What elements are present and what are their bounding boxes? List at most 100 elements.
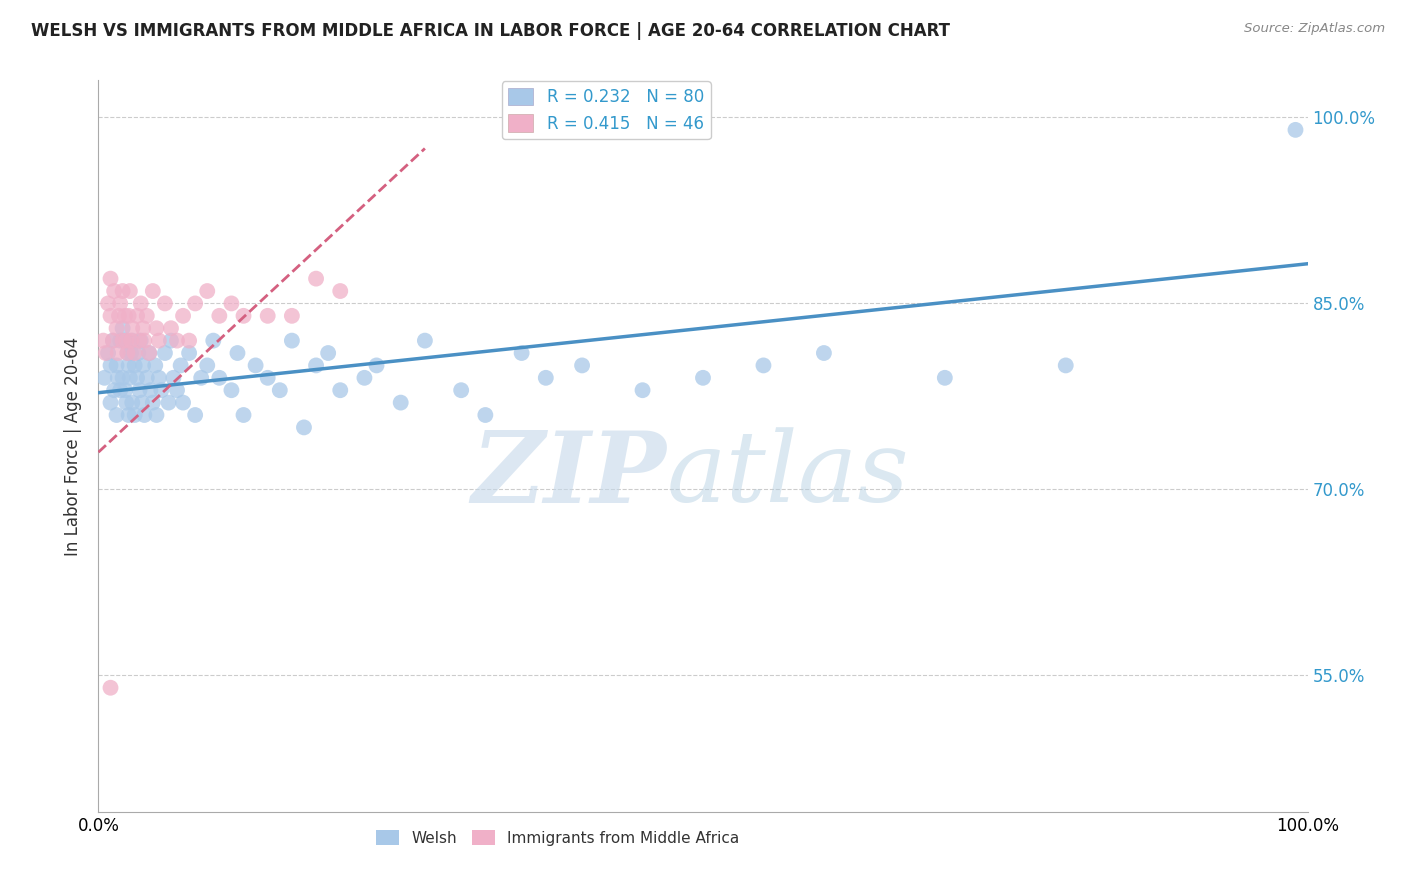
Point	[107, 346, 129, 360]
Point	[111, 334, 134, 348]
Point	[153, 346, 176, 360]
Point	[108, 296, 131, 310]
Point	[232, 309, 254, 323]
Point	[692, 371, 714, 385]
Point	[124, 408, 146, 422]
Point	[221, 296, 243, 310]
Text: WELSH VS IMMIGRANTS FROM MIDDLE AFRICA IN LABOR FORCE | AGE 20-64 CORRELATION CH: WELSH VS IMMIGRANTS FROM MIDDLE AFRICA I…	[31, 22, 950, 40]
Point	[208, 309, 231, 323]
Point	[534, 371, 557, 385]
Text: atlas: atlas	[666, 427, 910, 523]
Point	[450, 383, 472, 397]
Point	[120, 346, 142, 360]
Point	[100, 359, 122, 373]
Point	[107, 371, 129, 385]
Point	[97, 346, 120, 360]
Point	[105, 321, 128, 335]
Point	[114, 334, 136, 348]
Point	[226, 346, 249, 360]
Point	[94, 346, 117, 360]
Point	[148, 334, 170, 348]
Point	[111, 321, 134, 335]
Point	[131, 395, 153, 409]
Point	[474, 408, 496, 422]
Point	[157, 395, 180, 409]
Point	[93, 371, 115, 385]
Point	[111, 284, 134, 298]
Point	[121, 321, 143, 335]
Point	[142, 284, 165, 298]
Point	[108, 383, 131, 397]
Point	[118, 309, 141, 323]
Point	[160, 321, 183, 335]
Point	[129, 296, 152, 310]
Point	[179, 334, 201, 348]
Point	[813, 346, 835, 360]
Point	[132, 359, 155, 373]
Point	[162, 371, 184, 385]
Point	[117, 346, 139, 360]
Point	[114, 383, 136, 397]
Point	[100, 309, 122, 323]
Point	[121, 334, 143, 348]
Point	[202, 334, 225, 348]
Point	[118, 408, 141, 422]
Point	[366, 359, 388, 373]
Point	[132, 321, 155, 335]
Point	[120, 334, 142, 348]
Point	[121, 395, 143, 409]
Point	[117, 346, 139, 360]
Point	[138, 346, 160, 360]
Point	[145, 321, 167, 335]
Point	[184, 408, 207, 422]
Point	[118, 371, 141, 385]
Point	[160, 334, 183, 348]
Point	[111, 371, 134, 385]
Point	[389, 395, 412, 409]
Point	[124, 359, 146, 373]
Point	[150, 383, 173, 397]
Point	[108, 309, 131, 323]
Point	[101, 334, 124, 348]
Point	[135, 309, 157, 323]
Point	[413, 334, 436, 348]
Point	[305, 271, 328, 285]
Point	[97, 296, 120, 310]
Point	[281, 309, 304, 323]
Point	[129, 334, 152, 348]
Legend: Welsh, Immigrants from Middle Africa: Welsh, Immigrants from Middle Africa	[370, 823, 745, 852]
Point	[281, 334, 304, 348]
Point	[1054, 359, 1077, 373]
Point	[128, 383, 150, 397]
Point	[105, 359, 128, 373]
Point	[195, 284, 218, 298]
Point	[145, 408, 167, 422]
Point	[221, 383, 243, 397]
Point	[143, 359, 166, 373]
Point	[353, 371, 375, 385]
Point	[138, 346, 160, 360]
Point	[166, 334, 188, 348]
Point	[153, 296, 176, 310]
Point	[134, 408, 156, 422]
Point	[128, 334, 150, 348]
Point	[195, 359, 218, 373]
Point	[208, 371, 231, 385]
Point	[127, 309, 149, 323]
Point	[190, 371, 212, 385]
Point	[135, 371, 157, 385]
Point	[172, 395, 194, 409]
Point	[127, 346, 149, 360]
Point	[232, 408, 254, 422]
Point	[305, 359, 328, 373]
Point	[316, 346, 339, 360]
Point	[172, 309, 194, 323]
Point	[269, 383, 291, 397]
Text: Source: ZipAtlas.com: Source: ZipAtlas.com	[1244, 22, 1385, 36]
Point	[571, 359, 593, 373]
Point	[118, 284, 141, 298]
Point	[100, 681, 122, 695]
Point	[934, 371, 956, 385]
Point	[118, 359, 141, 373]
Point	[329, 383, 352, 397]
